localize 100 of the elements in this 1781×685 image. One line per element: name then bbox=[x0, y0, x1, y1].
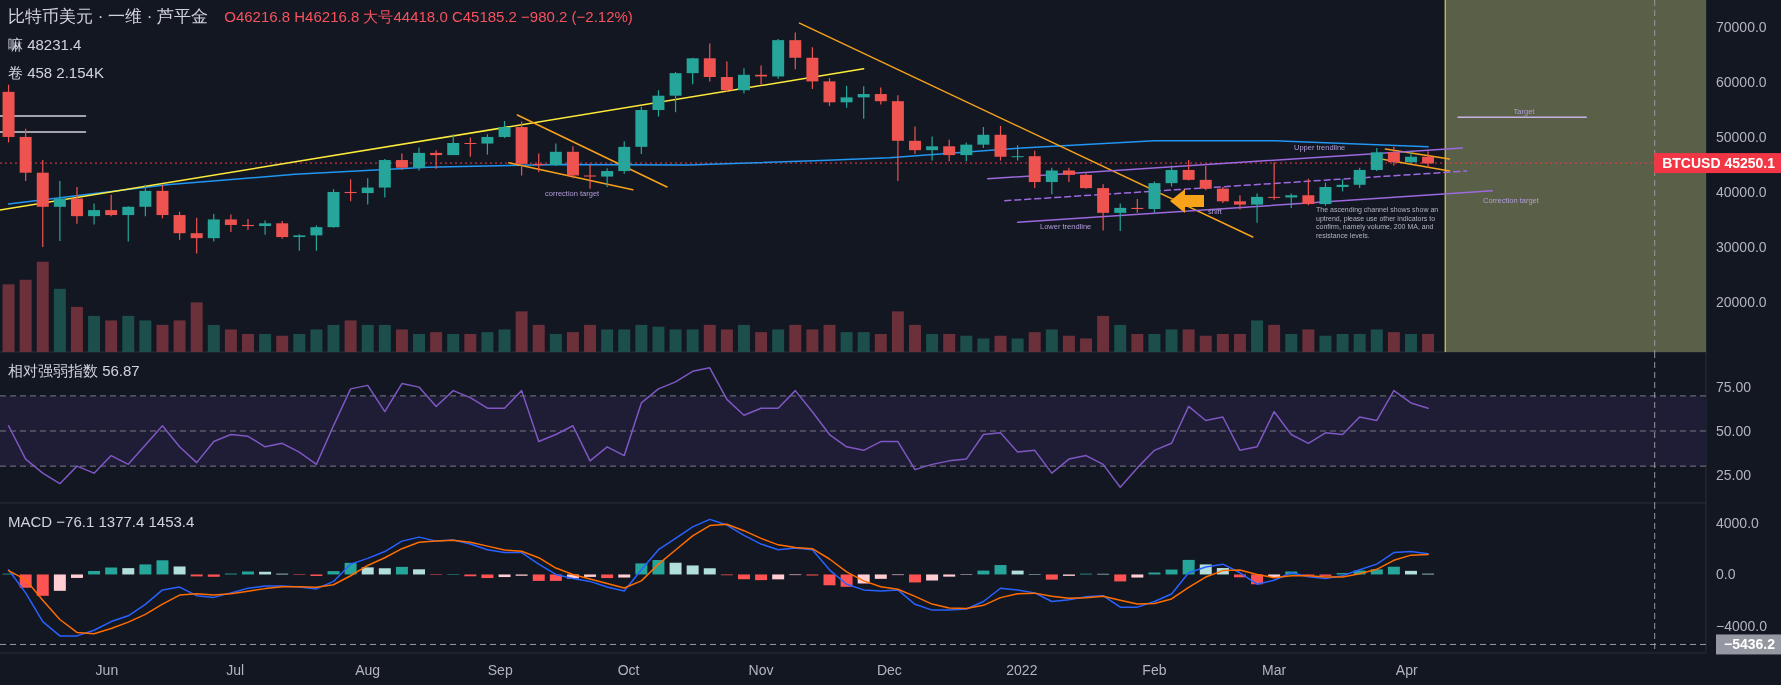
bar bbox=[532, 574, 545, 581]
x-tick-label: Nov bbox=[748, 662, 774, 678]
bar bbox=[1165, 329, 1178, 352]
bar bbox=[173, 566, 186, 575]
y-tick-label: 60000.0 bbox=[1716, 73, 1767, 90]
bar bbox=[1370, 329, 1383, 352]
bar bbox=[977, 338, 990, 352]
bar bbox=[139, 564, 152, 575]
bar bbox=[70, 574, 83, 578]
y-tick-label: 30000.0 bbox=[1716, 238, 1767, 255]
bar bbox=[53, 574, 66, 591]
bar bbox=[823, 574, 836, 586]
candlestick bbox=[806, 46, 819, 90]
bar bbox=[413, 569, 425, 575]
bar bbox=[737, 324, 750, 352]
candlestick bbox=[1114, 202, 1127, 232]
bar bbox=[1148, 333, 1161, 352]
candlestick bbox=[1233, 194, 1246, 211]
bar bbox=[1336, 333, 1349, 352]
bar bbox=[652, 326, 665, 352]
bar bbox=[88, 315, 101, 352]
annotation: 相对强弱指数 56.87 bbox=[8, 362, 140, 379]
bar bbox=[772, 574, 785, 580]
bar bbox=[1114, 324, 1127, 352]
bar bbox=[703, 324, 716, 352]
bar bbox=[1199, 335, 1212, 352]
candlestick bbox=[53, 180, 66, 242]
bar bbox=[737, 574, 750, 580]
bar bbox=[105, 320, 118, 352]
candlestick bbox=[1045, 167, 1058, 195]
bar bbox=[344, 320, 357, 352]
bar bbox=[926, 574, 939, 581]
bar bbox=[122, 568, 135, 575]
bar bbox=[430, 332, 443, 352]
candlestick bbox=[139, 184, 152, 217]
bar bbox=[703, 568, 716, 575]
bar bbox=[1302, 329, 1315, 352]
bar bbox=[1216, 333, 1229, 352]
bar bbox=[1114, 574, 1127, 582]
candlestick bbox=[88, 202, 101, 225]
candlestick bbox=[1199, 165, 1212, 191]
candlestick bbox=[207, 213, 220, 243]
bar bbox=[481, 332, 494, 352]
annotation: MACD −76.1 1377.4 1453.4 bbox=[8, 513, 195, 530]
y-tick-label: 0.0 bbox=[1716, 566, 1736, 583]
bar bbox=[361, 567, 374, 575]
candlestick bbox=[105, 194, 118, 217]
annotation: O46216.8 H46216.8 大号44418.0 C45185.2 −980.2 (−2.12%) bbox=[224, 8, 633, 25]
candlestick bbox=[70, 186, 83, 225]
candlestick bbox=[1422, 150, 1435, 169]
bar bbox=[857, 332, 870, 352]
bar bbox=[994, 335, 1007, 352]
candlestick bbox=[669, 71, 682, 113]
bar bbox=[1387, 332, 1400, 352]
annotation: 嘛 48231.4 bbox=[8, 36, 82, 53]
candlestick bbox=[720, 61, 733, 93]
bar bbox=[224, 329, 237, 352]
bar bbox=[190, 302, 203, 352]
bar bbox=[1045, 574, 1058, 580]
bar bbox=[943, 574, 956, 577]
bar bbox=[909, 574, 921, 583]
bar bbox=[669, 329, 682, 352]
bar bbox=[361, 324, 374, 352]
bar bbox=[1131, 574, 1144, 578]
candlestick bbox=[1062, 167, 1075, 183]
bar bbox=[584, 574, 597, 577]
bar bbox=[806, 329, 819, 352]
bar bbox=[686, 565, 699, 575]
bar bbox=[207, 324, 220, 352]
bar bbox=[686, 329, 699, 352]
y-tick-label: 70000.0 bbox=[1716, 18, 1767, 35]
x-tick-label: Dec bbox=[876, 662, 902, 678]
bar bbox=[823, 324, 836, 352]
candlestick bbox=[909, 125, 921, 155]
ref-line-label: −5436.2 bbox=[1724, 636, 1776, 653]
candlestick bbox=[943, 139, 956, 162]
candlestick bbox=[686, 57, 699, 85]
bar bbox=[874, 333, 887, 352]
x-tick-label: Apr bbox=[1395, 662, 1418, 678]
bar bbox=[498, 574, 511, 578]
bar bbox=[276, 335, 289, 352]
y-tick-label: 50000.0 bbox=[1716, 128, 1767, 145]
bar bbox=[2, 284, 15, 352]
bar bbox=[207, 574, 220, 577]
bar bbox=[1319, 335, 1332, 352]
x-tick-label: 2022 bbox=[1006, 662, 1038, 678]
bar bbox=[395, 329, 408, 352]
candlestick bbox=[960, 141, 973, 162]
candlestick bbox=[977, 126, 990, 149]
bar bbox=[378, 568, 391, 575]
bar bbox=[909, 324, 921, 352]
bar bbox=[413, 333, 425, 352]
candlestick bbox=[1404, 150, 1417, 164]
bar bbox=[755, 332, 768, 352]
bar bbox=[53, 288, 66, 352]
candlestick bbox=[259, 219, 272, 236]
candlestick bbox=[1302, 178, 1315, 206]
bar bbox=[259, 333, 272, 352]
bar bbox=[1028, 332, 1041, 352]
bar bbox=[566, 332, 579, 352]
